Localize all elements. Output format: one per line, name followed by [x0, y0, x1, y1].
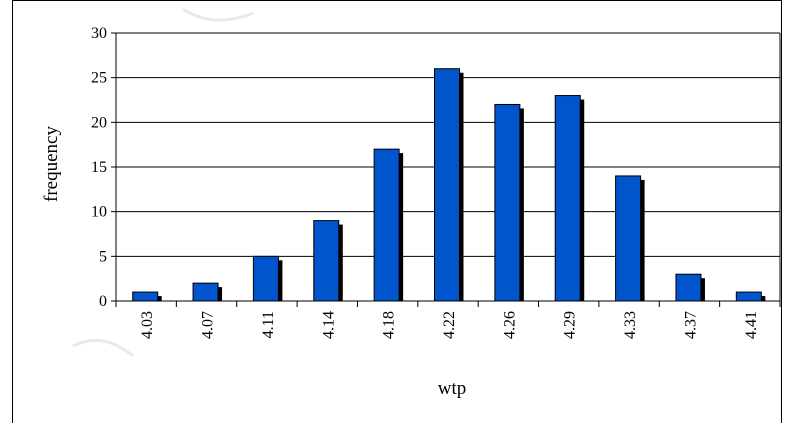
- bar: [494, 103, 521, 302]
- bar: [313, 220, 340, 302]
- y-axis-ticks: 0 5 10 15 20 25 30: [91, 25, 116, 310]
- x-axis-ticks: 4.03 4.07 4.11 4.14 4.18 4.22 4.26 4.29 4.33 4.37…: [115, 301, 781, 339]
- x-tick-label: 4.29: [562, 311, 579, 339]
- x-axis-title: wtp: [438, 378, 467, 399]
- x-tick-label: 4.11: [260, 311, 277, 338]
- bar: [192, 282, 219, 302]
- bar: [373, 148, 400, 302]
- bars-group: [132, 68, 766, 302]
- x-tick-label: 4.14: [320, 311, 337, 339]
- x-tick-label: 4.33: [622, 311, 639, 339]
- x-tick-label: 4.18: [381, 311, 398, 339]
- x-tick-label: 4.37: [682, 311, 699, 339]
- x-tick-label: 4.41: [743, 311, 760, 339]
- bar: [735, 291, 762, 302]
- bar: [132, 291, 159, 302]
- y-tick-label: 20: [91, 114, 107, 131]
- histogram-chart: 0 5 10 15 20 25 30 4.03 4.07 4.11 4.14 4.18 4.22 4.2…: [41, 7, 781, 399]
- y-axis-title: frequency: [41, 126, 62, 202]
- y-tick-label: 15: [91, 159, 107, 176]
- y-tick-label: 10: [91, 204, 107, 221]
- y-tick-label: 0: [99, 293, 107, 310]
- bar: [675, 273, 702, 302]
- bar: [554, 95, 581, 302]
- x-tick-label: 4.03: [139, 311, 156, 339]
- y-tick-label: 5: [99, 248, 107, 265]
- bar: [615, 175, 642, 302]
- y-tick-label: 25: [91, 70, 107, 87]
- y-tick-label: 30: [91, 25, 107, 42]
- x-tick-label: 4.26: [501, 311, 518, 339]
- x-tick-label: 4.07: [200, 311, 217, 339]
- bar: [252, 255, 279, 302]
- watermark-swoosh: [72, 7, 254, 358]
- bar: [434, 68, 460, 302]
- x-tick-label: 4.22: [441, 311, 458, 339]
- chart-frame: 0 5 10 15 20 25 30 4.03 4.07 4.11 4.14 4.18 4.22 4.2…: [12, 0, 782, 423]
